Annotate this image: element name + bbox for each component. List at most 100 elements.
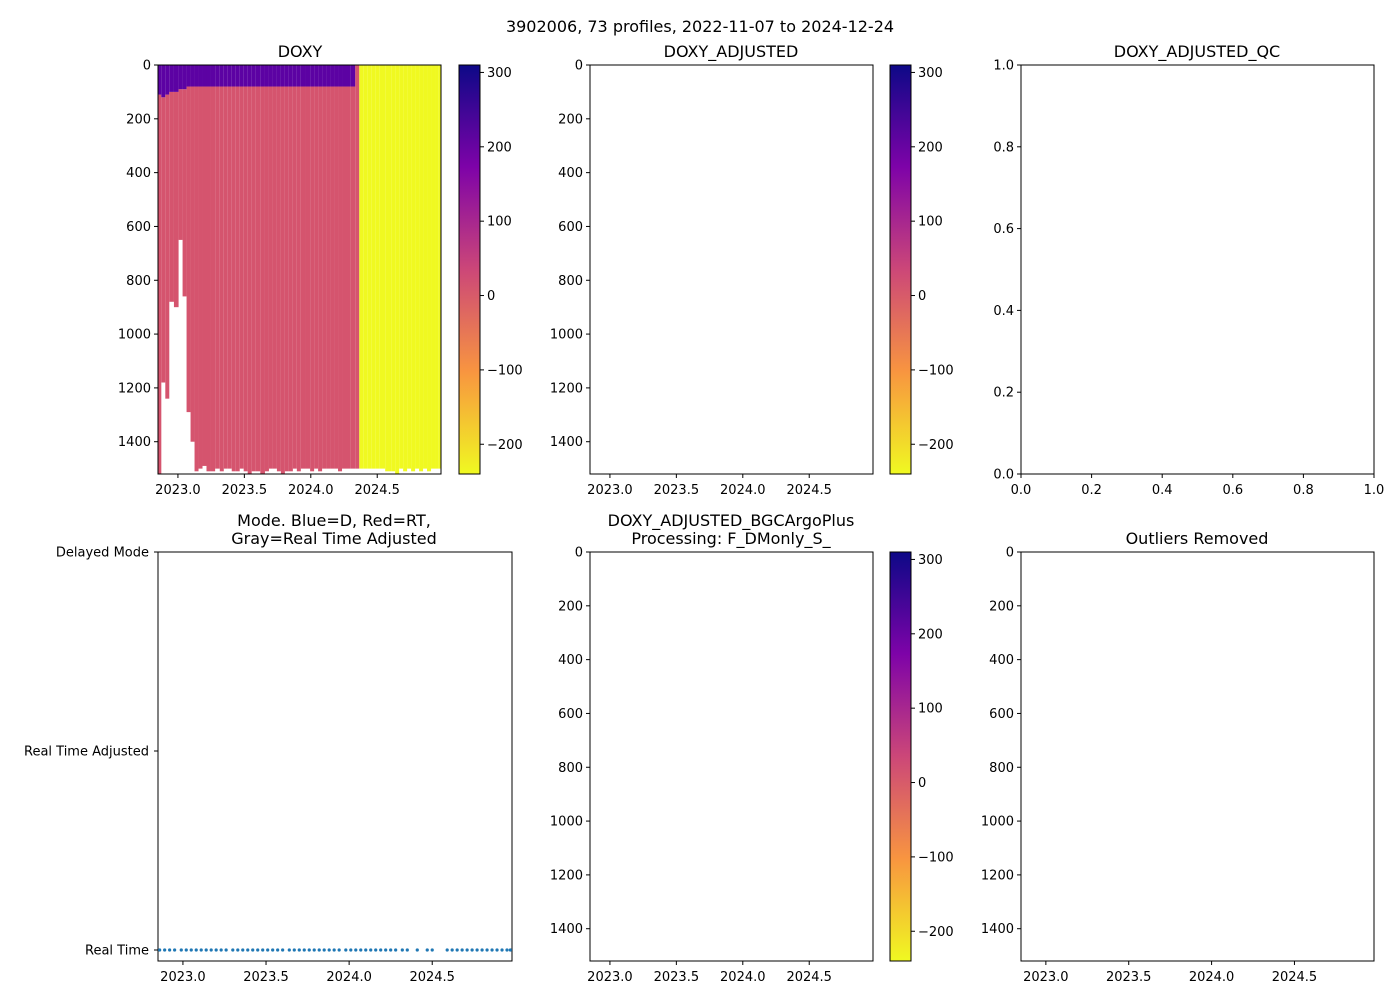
doxy-surface-cell bbox=[243, 65, 248, 87]
doxy-adjusted-time-axis: 2023.0 2023.5 2024.0 2024.5 bbox=[587, 474, 832, 498]
doxy-surface-cell bbox=[173, 65, 179, 92]
outliers-depth-axis: 0 200 400 600 800 1000 1200 1400 bbox=[981, 546, 1021, 937]
mode-points bbox=[158, 948, 512, 952]
panel-outliers-removed: Outliers Removed 0 200 400 600 800 1000 1200 14… bbox=[981, 529, 1375, 985]
mode-point bbox=[184, 948, 188, 952]
doxy-cell bbox=[288, 86, 293, 472]
mode-point bbox=[379, 948, 383, 952]
mode-point bbox=[495, 948, 499, 952]
doxy-surface-cell bbox=[268, 65, 273, 87]
doxy-surface-cell bbox=[338, 65, 343, 87]
mode-point bbox=[337, 948, 341, 952]
doxy-cell bbox=[427, 65, 432, 472]
doxy-time-axis: 2023.0 2023.5 2024.0 2024.5 bbox=[155, 474, 400, 498]
bgcargoplus-depth-tick-label: 600 bbox=[558, 707, 583, 722]
mode-point bbox=[322, 948, 326, 952]
outliers-depth-tick-label: 1200 bbox=[981, 868, 1014, 883]
doxy-cell bbox=[198, 86, 203, 469]
doxy-cell bbox=[210, 86, 216, 472]
doxy-cell bbox=[300, 86, 306, 469]
doxy-surface-cell bbox=[346, 65, 351, 87]
bgcargoplus-colorbar-tick-label: −200 bbox=[918, 925, 954, 940]
doxy-cell bbox=[284, 86, 289, 472]
mode-point bbox=[327, 948, 331, 952]
doxy-cell bbox=[255, 86, 261, 472]
mode-point bbox=[297, 948, 301, 952]
bgcargoplus-axes-frame bbox=[589, 551, 874, 962]
mode-point bbox=[349, 948, 353, 952]
mode-point bbox=[430, 948, 434, 952]
qc-x-tick-label: 0.0 bbox=[1011, 483, 1032, 498]
doxy-surface-cell bbox=[206, 65, 211, 87]
mode-point bbox=[317, 948, 321, 952]
mode-point bbox=[480, 948, 484, 952]
doxy-cell bbox=[334, 86, 339, 469]
doxy-adjusted-colorbar-tick-label: 0 bbox=[918, 289, 926, 304]
doxy-cell bbox=[411, 65, 416, 472]
doxy-time-tick-label: 2024.5 bbox=[354, 483, 400, 498]
doxy-colorbar-tick-label: 200 bbox=[487, 140, 512, 155]
doxy-adjusted-depth-tick-label: 1400 bbox=[550, 435, 583, 450]
doxy-cell bbox=[173, 91, 179, 308]
doxy-adjusted-colorbar-tick-label: 100 bbox=[918, 215, 943, 230]
mode-y-tick-label: Delayed Mode bbox=[56, 546, 149, 561]
doxy-surface-cell bbox=[318, 65, 323, 87]
doxy-adjusted-depth-tick-label: 600 bbox=[558, 220, 583, 235]
doxy-cell bbox=[292, 86, 297, 469]
bgcargoplus-colorbar-tick-label: 0 bbox=[918, 776, 926, 791]
doxy-depth-tick-label: 800 bbox=[126, 274, 151, 289]
doxy-cell bbox=[190, 86, 195, 442]
doxy-cell bbox=[379, 65, 386, 469]
mode-point bbox=[485, 948, 489, 952]
mode-point bbox=[465, 948, 469, 952]
bgcargoplus-depth-tick-label: 1400 bbox=[550, 922, 583, 937]
doxy-surface-cell bbox=[247, 65, 252, 87]
doxy-cell bbox=[435, 65, 439, 469]
doxy-cell bbox=[186, 86, 191, 413]
mode-point bbox=[261, 948, 265, 952]
bgcargoplus-colorbar-ticks: 300 200 100 0 −100 −200 bbox=[911, 553, 954, 940]
doxy-cell bbox=[243, 86, 248, 472]
doxy-adjusted-depth-tick-label: 1200 bbox=[550, 381, 583, 396]
doxy-surface-cell bbox=[190, 65, 195, 87]
doxy-surface-cell bbox=[178, 65, 183, 90]
doxy-surface-cell bbox=[165, 65, 170, 95]
bgcargoplus-colorbar-tick-label: 300 bbox=[918, 553, 943, 568]
mode-point bbox=[405, 948, 409, 952]
mode-point bbox=[400, 948, 404, 952]
doxy-depth-tick-label: 1000 bbox=[118, 328, 151, 343]
doxy-cell bbox=[375, 65, 380, 469]
doxy-cell bbox=[367, 65, 372, 469]
doxy-cell bbox=[223, 86, 228, 469]
doxy-cell bbox=[178, 89, 183, 240]
doxy-surface-cell bbox=[276, 65, 281, 87]
qc-y-tick-label: 0.8 bbox=[993, 140, 1014, 155]
doxy-surface-cell bbox=[350, 65, 356, 87]
doxy-surface-cell bbox=[272, 65, 277, 87]
doxy-depth-axis: 0 200 400 600 800 1000 1200 1400 bbox=[118, 59, 158, 450]
doxy-cell bbox=[322, 86, 327, 469]
panel-bgcargoplus-title: DOXY_ADJUSTED_BGCArgoPlus bbox=[608, 511, 855, 531]
mode-point bbox=[287, 948, 291, 952]
outliers-depth-tick-label: 600 bbox=[989, 707, 1014, 722]
doxy-cell bbox=[438, 65, 441, 469]
doxy-surface-cell bbox=[219, 65, 224, 87]
mode-point bbox=[460, 948, 464, 952]
doxy-adjusted-depth-tick-label: 1000 bbox=[550, 328, 583, 343]
mode-point bbox=[163, 948, 167, 952]
outliers-time-tick-label: 2024.0 bbox=[1189, 970, 1235, 985]
doxy-surface-cell bbox=[280, 65, 285, 87]
doxy-colorbar-ticks: 300 200 100 0 −100 −200 bbox=[480, 66, 523, 453]
doxy-cell bbox=[318, 86, 323, 472]
doxy-surface-cell bbox=[284, 65, 289, 87]
mode-point bbox=[394, 948, 398, 952]
doxy-cell bbox=[239, 86, 244, 469]
doxy-cell bbox=[280, 86, 285, 475]
mode-point bbox=[194, 948, 198, 952]
mode-point bbox=[292, 948, 296, 952]
doxy-heatmap bbox=[158, 65, 441, 475]
doxy-surface-cell bbox=[322, 65, 327, 87]
doxy-depth-tick-label: 0 bbox=[143, 59, 151, 74]
bgcargoplus-time-tick-label: 2024.5 bbox=[786, 970, 832, 985]
